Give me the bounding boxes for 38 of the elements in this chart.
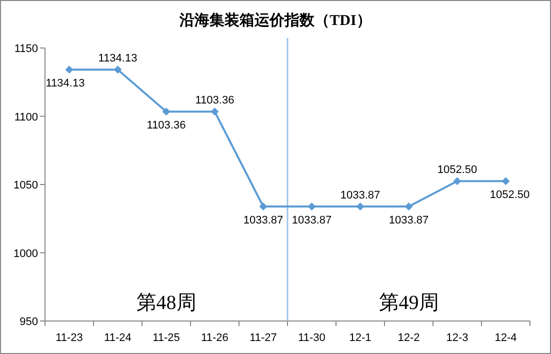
data-label: 1134.13: [98, 52, 138, 65]
x-tick-label: 11-25: [152, 332, 180, 344]
x-tick-label: 12-1: [349, 332, 372, 344]
x-tick-label: 12-3: [446, 332, 468, 344]
x-tick-label: 12-2: [398, 332, 420, 344]
x-tick-label: 11-26: [201, 332, 228, 344]
y-tick-label: 1150: [14, 43, 38, 55]
x-tick-label: 12-4: [494, 332, 517, 344]
data-label: 1033.87: [340, 190, 380, 202]
annotation: 第49周: [378, 292, 439, 314]
point: [453, 177, 462, 186]
y-tick-label: 1000: [14, 248, 38, 260]
data-label: 1134.13: [46, 78, 85, 90]
point: [162, 108, 170, 116]
data-label: 1103.36: [146, 120, 186, 132]
y-tick-label: 950: [20, 316, 38, 328]
annotation: 第48周: [136, 292, 196, 314]
data-label: 1103.36: [195, 94, 234, 107]
y-tick-label: 1050: [14, 180, 38, 192]
point: [114, 66, 122, 74]
x-tick-label: 11-24: [104, 332, 132, 344]
point: [210, 108, 219, 116]
x-tick-label: 11-30: [298, 332, 326, 344]
x-tick-label: 11-27: [250, 332, 277, 344]
data-label: 1033.87: [388, 214, 429, 227]
point: [259, 202, 268, 211]
data-label: 1052.50: [437, 164, 478, 176]
data-label: 1052.50: [490, 189, 530, 202]
point: [404, 202, 413, 211]
y-tick-label: 1100: [14, 111, 38, 124]
point: [356, 202, 364, 211]
point: [65, 66, 74, 74]
point: [308, 202, 316, 211]
point: [502, 177, 510, 186]
data-label: 1033.87: [243, 214, 284, 227]
x-tick-label: 11-23: [56, 332, 83, 344]
chart-title: 沿海集装箱运价指数（TDI）: [178, 12, 372, 29]
data-label: 1033.87: [292, 214, 332, 227]
